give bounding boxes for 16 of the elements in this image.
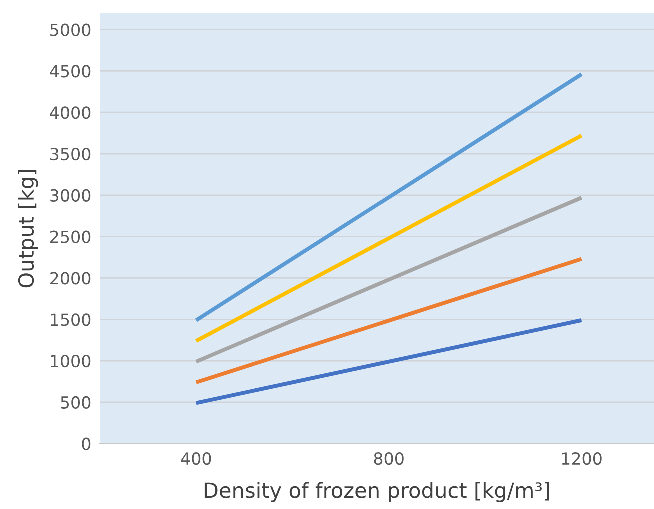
y-tick-label: 3000 [50,189,91,202]
y-tick-label: 0 [82,438,91,450]
x-tick-label: 1200 [562,452,602,466]
y-tick-label: 5000 [50,24,91,36]
y-tick-label: 500 [61,396,91,410]
y-tick-label: 2500 [50,230,91,244]
y-tick-label: 1500 [51,314,91,326]
y-tick-label: 4000 [50,106,91,120]
y-tick-label: 1000 [51,355,91,368]
x-tick-label: 400 [181,452,212,466]
y-tick-label: 3500 [50,148,91,161]
x-tick-label: 800 [374,452,404,466]
y-axis-title: Output [kg] [18,170,38,288]
y-tick-label: 4500 [50,65,91,78]
x-axis-title: Density of frozen product [kg/m³] [204,482,550,502]
y-tick-label: 2000 [50,272,91,285]
